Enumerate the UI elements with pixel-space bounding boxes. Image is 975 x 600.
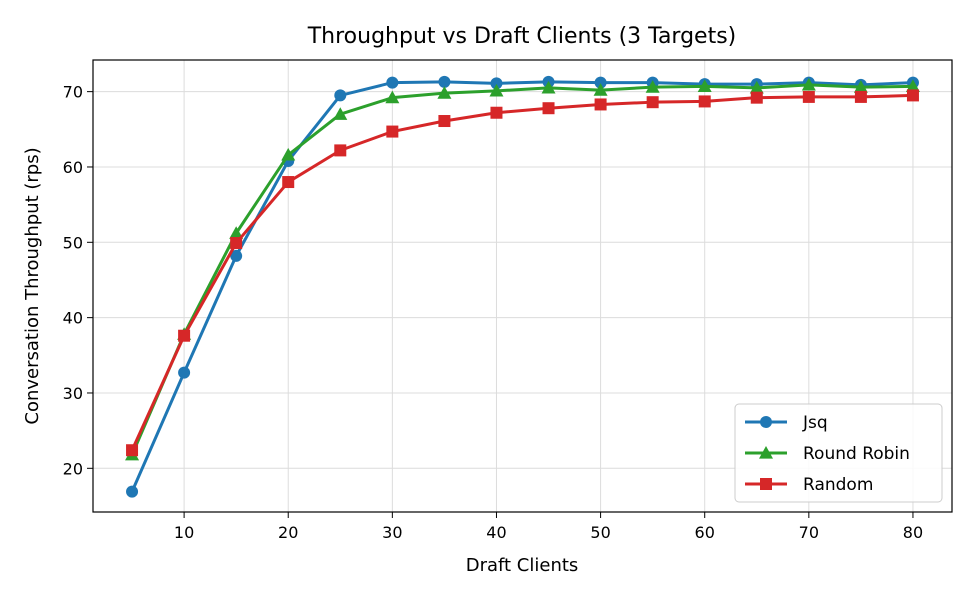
x-tick-label-6: 70	[799, 523, 819, 542]
legend-box	[734, 403, 943, 503]
data-point-round-robin-12	[749, 80, 764, 94]
data-point-random-6	[438, 115, 451, 128]
data-point-round-robin-14	[853, 80, 868, 93]
data-point-round-robin-6	[437, 86, 452, 99]
y-tick-label-0: 20	[63, 459, 83, 478]
x-tick-label-0: 10	[174, 523, 194, 542]
legend-marker-random	[760, 478, 772, 490]
data-point-round-robin-3	[281, 147, 296, 161]
data-point-round-robin-11	[697, 79, 712, 92]
data-point-random-3	[282, 176, 295, 189]
legend-label-random: Random	[803, 475, 873, 495]
x-tick-label-4: 50	[590, 523, 610, 542]
data-point-round-robin-10	[645, 80, 660, 93]
series-random	[126, 89, 919, 457]
x-tick-label-2: 30	[382, 523, 402, 542]
legend-item-round-robin: Round Robin	[745, 444, 910, 464]
y-axis-label: Conversation Throughput (rps)	[22, 147, 43, 424]
data-point-round-robin-4	[333, 107, 348, 120]
legend-label-round-robin: Round Robin	[803, 444, 910, 464]
legend-label-jsq: Jsq	[802, 413, 828, 433]
legend-item-random: Random	[745, 475, 873, 495]
data-point-jsq-5	[386, 76, 399, 89]
y-tick-label-1: 30	[63, 384, 83, 403]
data-point-random-0	[126, 444, 139, 457]
legend-marker-round-robin	[759, 446, 773, 459]
data-point-random-12	[750, 91, 763, 104]
data-point-round-robin-7	[489, 83, 504, 97]
plot-frame	[92, 59, 953, 513]
data-point-random-13	[802, 90, 815, 103]
data-point-random-1	[178, 329, 191, 342]
chart-title: Throughput vs Draft Clients (3 Targets)	[307, 24, 737, 49]
data-point-random-8	[542, 102, 555, 115]
data-point-random-15	[906, 89, 919, 102]
data-point-jsq-1	[178, 366, 191, 379]
series-line-random	[130, 93, 913, 451]
data-point-random-14	[854, 90, 867, 103]
data-point-jsq-6	[438, 75, 451, 88]
data-point-random-11	[698, 95, 711, 108]
y-tick-label-3: 50	[63, 233, 83, 252]
data-point-jsq-9	[594, 76, 607, 89]
series-line-jsq	[130, 80, 914, 493]
data-point-round-robin-5	[385, 90, 400, 104]
data-point-jsq-2	[230, 249, 243, 262]
y-axis: 20 30 40 50 60 70	[63, 83, 93, 478]
data-point-jsq-7	[490, 77, 503, 90]
y-tick-label-5: 70	[63, 83, 83, 102]
y-tick-label-2: 40	[63, 309, 83, 328]
legend: Jsq Round Robin Random	[734, 403, 943, 503]
data-point-round-robin-13	[801, 77, 816, 91]
x-tick-label-1: 20	[278, 523, 298, 542]
data-point-random-5	[386, 125, 399, 138]
series-round-robin	[125, 77, 920, 461]
series-line-round-robin	[130, 83, 913, 456]
legend-item-jsq: Jsq	[745, 413, 828, 433]
data-point-random-2	[230, 237, 243, 250]
legend-marker-jsq	[760, 416, 772, 428]
y-tick-label-4: 60	[63, 158, 83, 177]
data-point-jsq-4	[334, 89, 347, 102]
data-point-jsq-0	[126, 485, 139, 498]
data-point-random-7	[490, 106, 503, 119]
data-point-random-4	[334, 144, 347, 157]
series-group	[125, 75, 920, 498]
x-tick-label-5: 60	[695, 523, 715, 542]
data-point-round-robin-2	[229, 226, 244, 239]
x-axis: 10 20 30 40 50 60 70 80	[174, 512, 923, 542]
x-tick-label-3: 40	[486, 523, 506, 542]
data-point-round-robin-15	[905, 79, 920, 92]
data-point-round-robin-8	[541, 80, 556, 94]
x-tick-label-7: 80	[903, 523, 923, 542]
x-axis-label: Draft Clients	[466, 555, 579, 576]
data-point-round-robin-9	[593, 83, 608, 96]
data-point-random-10	[646, 96, 659, 109]
data-point-random-9	[594, 98, 607, 111]
